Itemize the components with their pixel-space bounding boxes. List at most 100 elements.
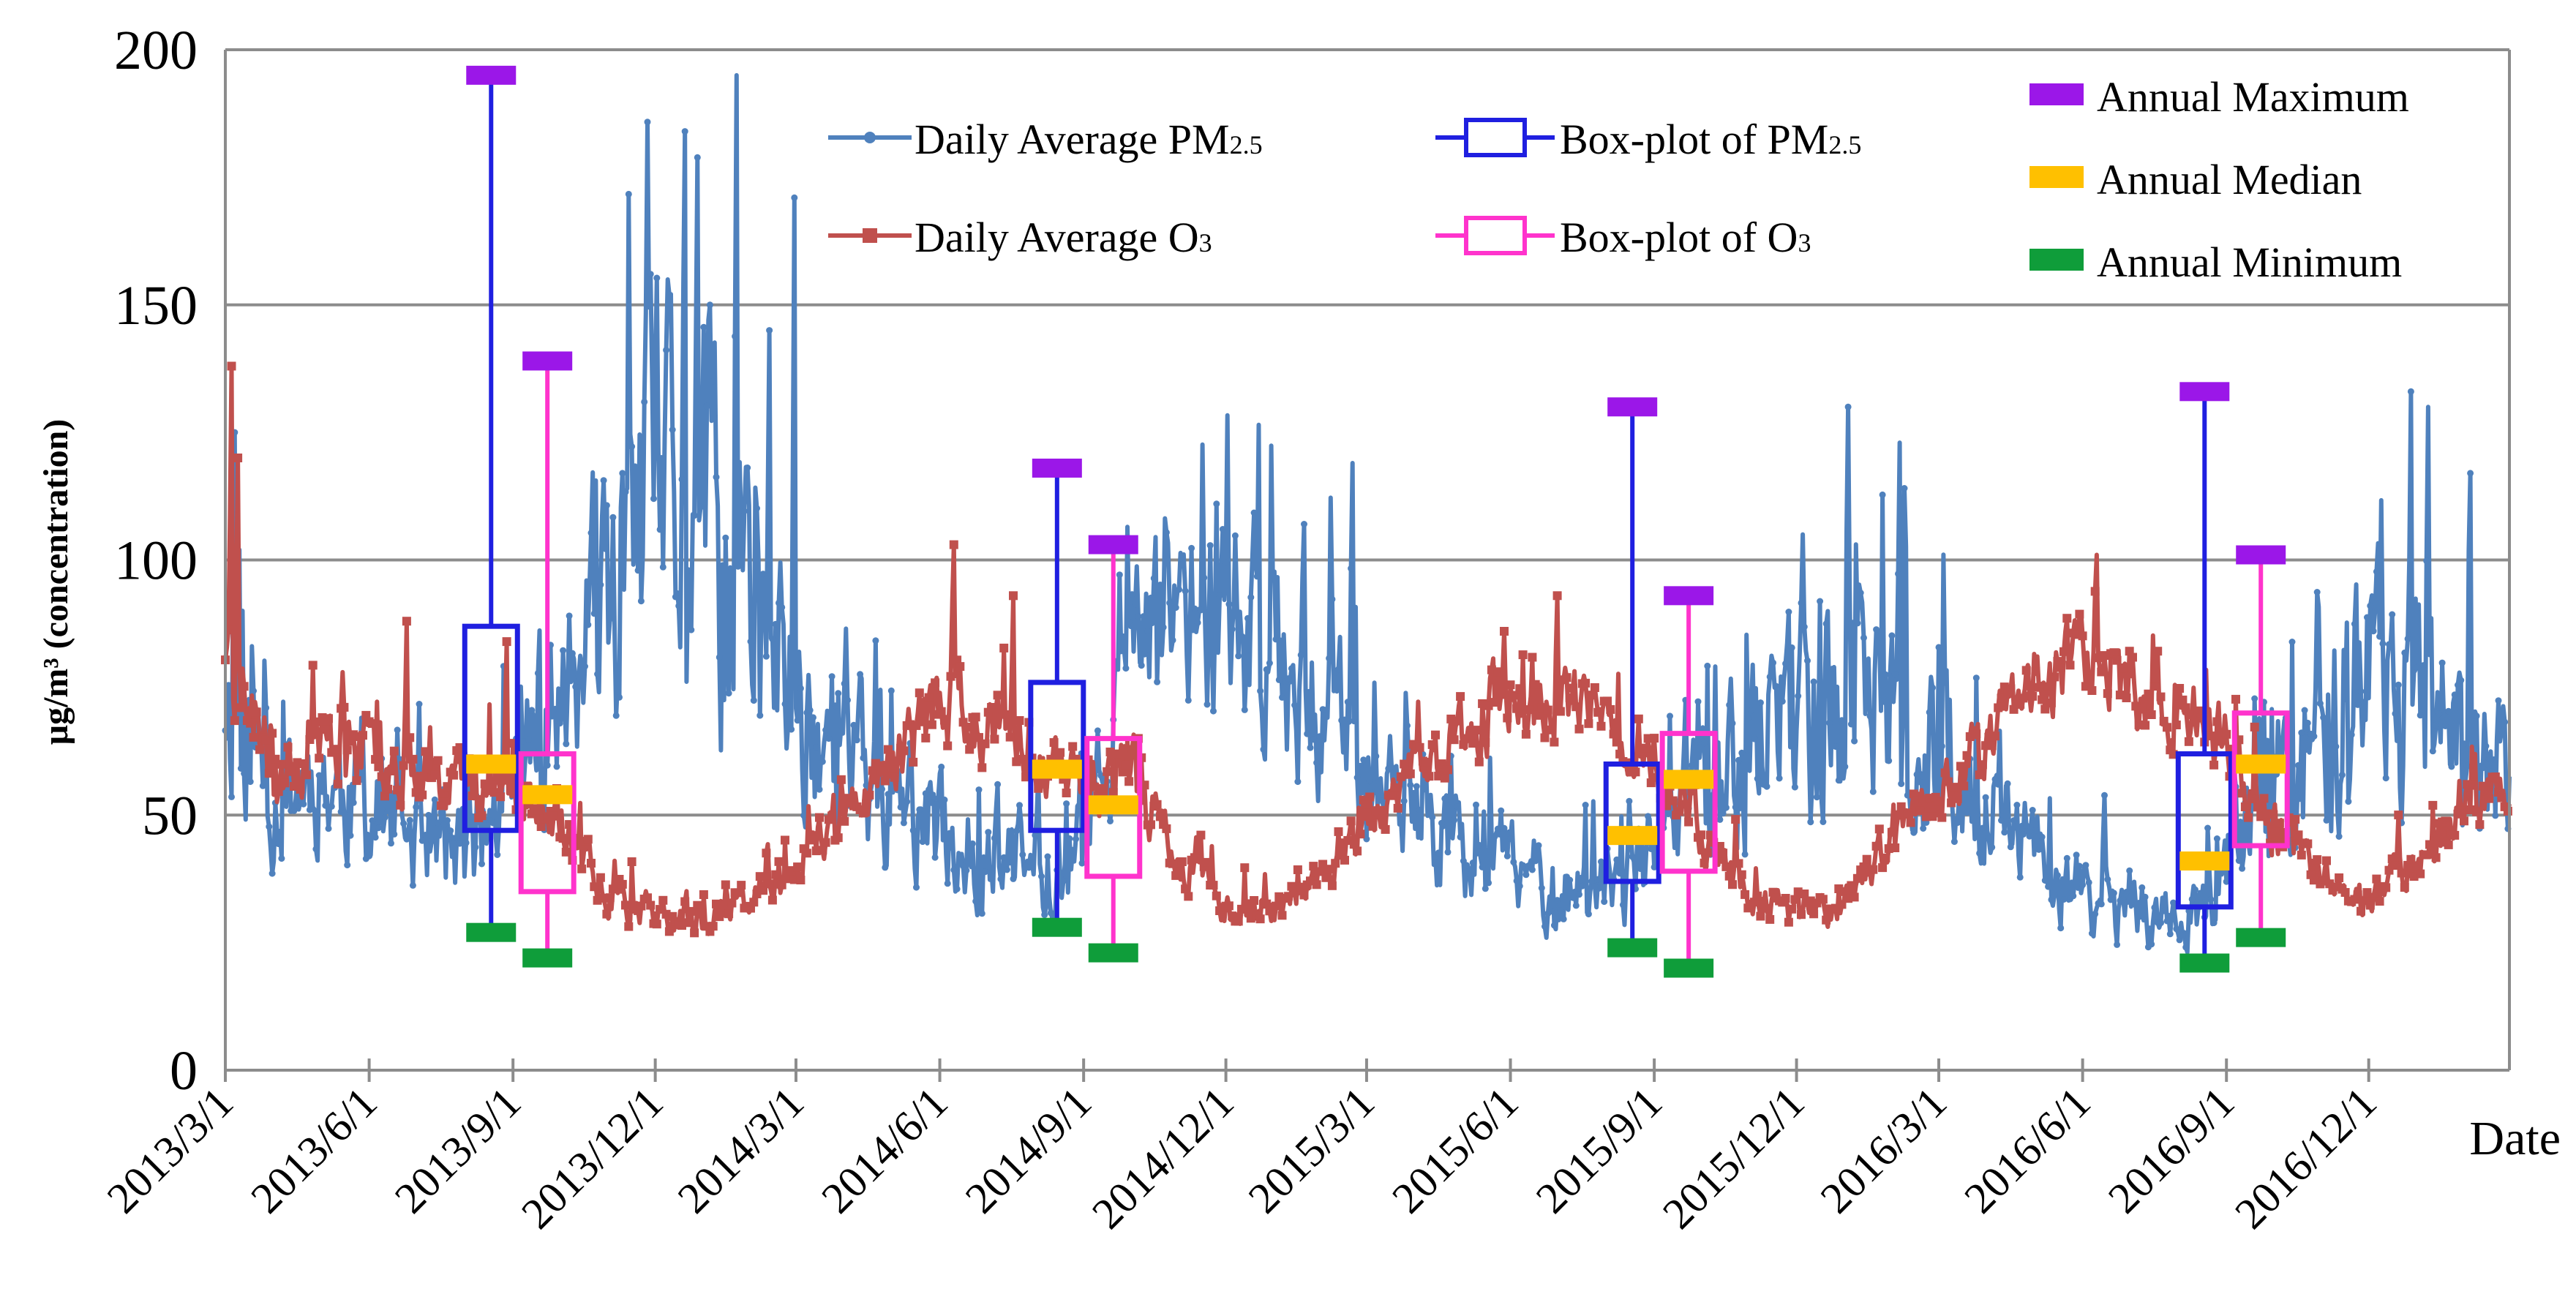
pm25-point	[722, 534, 729, 541]
pm25-point	[1503, 852, 1511, 860]
pm25-point	[1829, 666, 1836, 672]
pm25-point	[1213, 500, 1220, 508]
pm25-point	[1231, 532, 1239, 539]
y-axis-title: μg/m³ (concentration)	[37, 419, 75, 745]
o3-point	[2481, 786, 2490, 796]
pm25-point	[1197, 606, 1204, 614]
pm25-point	[263, 704, 270, 712]
pm25-point	[2445, 707, 2452, 715]
o3-point	[781, 835, 789, 845]
pm25-point	[2288, 639, 2296, 645]
o3-point	[796, 876, 806, 884]
pm25-point	[2429, 748, 2436, 755]
pm25-point	[637, 598, 645, 605]
o3-point	[1471, 726, 1481, 735]
pm25-point	[1882, 671, 1889, 678]
pm25-point	[1397, 816, 1405, 823]
o3-point	[352, 776, 361, 786]
pm25-point	[1473, 801, 1479, 808]
pm25-point	[1073, 835, 1079, 843]
o3-point	[393, 785, 402, 794]
pm25-point	[600, 477, 607, 484]
pm25-point	[375, 824, 382, 832]
o3-point	[909, 757, 918, 767]
o3-point	[1640, 743, 1650, 753]
o3-point	[1424, 772, 1434, 781]
o3-point	[1506, 680, 1515, 690]
pm25-point	[672, 593, 679, 601]
pm25-point	[988, 865, 995, 873]
o3-point	[1515, 684, 1525, 693]
pm25-point	[825, 735, 833, 742]
o3-point	[1512, 704, 1522, 713]
pm25-point	[1929, 684, 1936, 691]
o3-point	[2294, 830, 2303, 840]
pm25-point	[966, 856, 973, 863]
annual-min-marker	[522, 948, 573, 968]
o3-point	[1543, 705, 1552, 715]
o3-point	[2400, 883, 2409, 892]
o3-point	[2357, 906, 2365, 916]
o3-point	[1574, 724, 1584, 734]
pm25-point	[1225, 601, 1233, 608]
pm25-point	[972, 898, 980, 905]
o3-point	[880, 776, 890, 786]
pm25-point	[1463, 862, 1471, 869]
o3-point	[2119, 663, 2128, 673]
pm25-point	[1791, 783, 1798, 791]
o3-point	[2028, 691, 2038, 701]
pm25-point	[1501, 824, 1508, 832]
o3-point	[605, 893, 615, 903]
o3-point	[1934, 797, 1943, 806]
pm25-point	[806, 707, 814, 714]
pm25-point	[2501, 718, 2509, 726]
pm25-point	[1839, 717, 1845, 724]
o3-point	[2431, 853, 2441, 862]
pm25-point	[2492, 812, 2499, 819]
pm25-point	[1078, 860, 1086, 867]
pm25-point	[1388, 764, 1395, 771]
pm25-point	[1356, 762, 1364, 770]
pm25-point	[2382, 775, 2389, 782]
o3-point	[965, 745, 975, 754]
pm25-point	[612, 712, 620, 719]
o3-point	[1728, 880, 1737, 890]
pm25-point	[1770, 659, 1776, 666]
pm25-point	[1059, 877, 1067, 884]
pm25-point	[2129, 883, 2136, 890]
o3-point	[893, 756, 902, 766]
o3-point	[931, 678, 940, 688]
o3-point	[1340, 855, 1349, 865]
o3-point	[280, 778, 290, 788]
pm25-point	[1429, 813, 1436, 821]
o3-point	[1571, 702, 1581, 712]
pm25-point	[1616, 870, 1623, 877]
o3-point	[2103, 689, 2112, 699]
o3-point	[2034, 682, 2043, 692]
o3-point	[1362, 800, 1371, 809]
pm25-point	[563, 740, 570, 748]
o3-point	[1118, 767, 1127, 777]
pm25-point	[913, 884, 920, 891]
o3-point	[1096, 783, 1105, 793]
y-tick-label: 0	[170, 1040, 198, 1102]
pm25-point	[1438, 819, 1445, 827]
pm25-point	[1798, 599, 1805, 606]
pm25-point	[1763, 783, 1770, 790]
o3-point	[977, 763, 987, 772]
pm25-point	[1804, 657, 1811, 664]
o3-point	[1005, 732, 1015, 742]
pm25-point	[1260, 746, 1267, 753]
pm25-point	[1075, 802, 1083, 809]
o3-point	[1818, 895, 1828, 904]
pm25-point	[1598, 858, 1604, 865]
o3-point	[283, 742, 293, 752]
x-tick-label: 2014/9/1	[956, 1078, 1101, 1223]
o3-point	[1193, 854, 1203, 864]
pm25-point	[1688, 761, 1695, 769]
pm25-point	[1479, 863, 1486, 870]
pm25-point	[1998, 817, 2005, 824]
pm25-point	[1404, 722, 1411, 729]
pm25-point	[1985, 835, 1992, 842]
